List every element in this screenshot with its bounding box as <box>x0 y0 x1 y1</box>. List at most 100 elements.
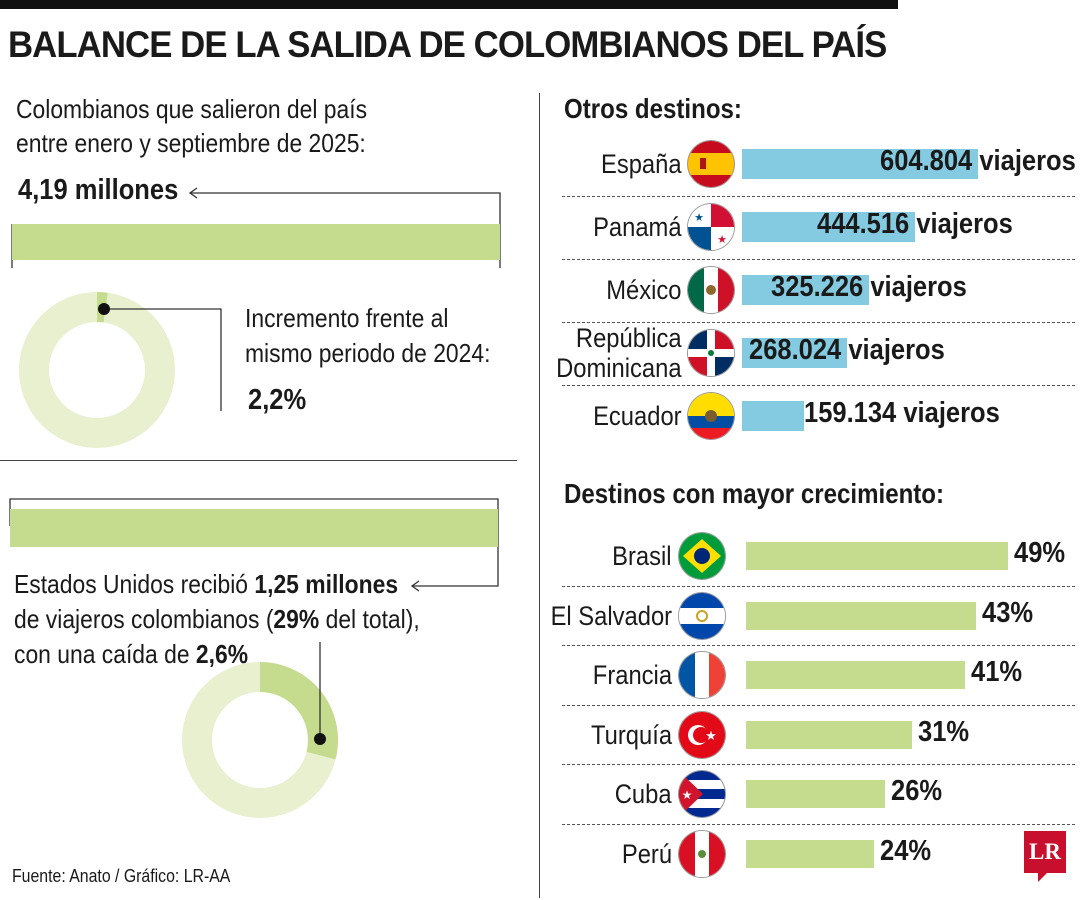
total-caption-line1: Colombianos que salieron del país <box>16 94 368 124</box>
usa-text-2: de viajeros colombianos ( <box>14 604 274 634</box>
bar-peru <box>746 839 875 868</box>
other-destinations-title: Otros destinos: <box>564 93 742 124</box>
increase-leader-dot <box>98 303 110 315</box>
category-label-ecuador: Ecuador <box>593 401 682 431</box>
svg-text:★: ★ <box>682 788 693 802</box>
ecuador-flag-icon <box>688 393 734 439</box>
usa-travelers-value: 1,25 millones <box>254 569 399 599</box>
increase-donut-ring <box>19 292 175 448</box>
value-number: 325.226 <box>770 271 864 303</box>
row-divider <box>562 704 1075 706</box>
value-label-brasil: 49% <box>1014 537 1066 569</box>
section-divider <box>0 460 517 461</box>
category-label-part: República <box>576 323 682 353</box>
row-divider <box>562 764 1075 766</box>
row-divider <box>562 384 1075 386</box>
value-unit: viajeros <box>896 397 1000 429</box>
lr-logo: LR <box>1024 831 1066 873</box>
total-value: 4,19 millones <box>18 174 179 206</box>
turkey-flag-icon: ★ <box>679 711 725 758</box>
dominican-republic-flag-icon <box>688 330 734 376</box>
usa-decline-value: 2,6% <box>195 639 249 669</box>
cuba-flag-icon: ★ <box>679 771 725 817</box>
value-label-cuba: 26% <box>891 775 943 807</box>
increase-donut-chart <box>19 292 222 448</box>
row-divider <box>562 195 1075 197</box>
bar-brasil <box>746 542 1008 570</box>
bar-turquia <box>746 720 912 749</box>
usa-share-value: 29% <box>273 604 320 634</box>
row-divider <box>562 645 1075 647</box>
category-label-republica-dominicana: República Dominicana <box>557 323 682 383</box>
value-label-republica-dominicana: 268.024 viajeros <box>749 334 945 367</box>
row-divider <box>562 585 1075 587</box>
total-arrow-head <box>188 187 198 199</box>
usa-leader-dot <box>314 733 326 745</box>
usa-text-4: con una caída de <box>14 639 196 669</box>
category-label-francia: Francia <box>592 660 672 690</box>
total-bar-chart <box>11 187 501 268</box>
usa-text-3: del total), <box>319 604 420 634</box>
bar-mexico <box>742 275 869 305</box>
increase-caption-line2: mismo periodo de 2024: <box>245 338 491 368</box>
increase-leader-line <box>104 308 222 411</box>
svg-text:★: ★ <box>717 234 727 246</box>
row-divider <box>562 258 1075 260</box>
category-label-panama: Panamá <box>593 212 682 242</box>
bar-espana <box>742 149 978 179</box>
svg-text:★: ★ <box>705 728 717 743</box>
bar-ecuador <box>742 401 805 431</box>
value-label-ecuador: 159.134 viajeros <box>804 397 1000 430</box>
category-label-part: Dominicana <box>556 353 682 383</box>
value-label-el-salvador: 43% <box>981 596 1033 629</box>
usa-donut-segment <box>260 662 338 760</box>
category-label-cuba: Cuba <box>615 779 672 809</box>
svg-text:★: ★ <box>694 212 704 224</box>
usa-arrow-head <box>410 580 420 592</box>
value-unit: viajeros <box>909 208 1014 240</box>
usa-caption-line3: con una caída de 2,6% <box>14 637 248 671</box>
bar-republica-dominicana <box>742 338 847 368</box>
value-label-mexico: 325.226 viajeros <box>771 271 967 304</box>
page-title: BALANCE DE LA SALIDA DE COLOMBIANOS DEL … <box>8 24 887 65</box>
bar-el-salvador <box>746 601 976 630</box>
source-note: Fuente: Anato / Gráfico: LR-AA <box>12 866 231 886</box>
usa-bar <box>10 509 498 547</box>
usa-bar-chart <box>9 498 499 592</box>
bar-cuba <box>746 780 886 808</box>
usa-leader-line <box>9 498 499 587</box>
category-label-brasil: Brasil <box>612 541 672 571</box>
value-number: 444.516 <box>817 208 910 240</box>
value-label-francia: 41% <box>971 656 1023 688</box>
column-divider <box>539 93 540 898</box>
spain-flag-icon <box>688 141 734 187</box>
value-unit: viajeros <box>840 334 945 366</box>
usa-caption-line1: Estados Unidos recibió 1,25 millones <box>14 567 398 601</box>
category-label-peru: Perú <box>621 838 672 869</box>
value-label-espana: 604.804 viajeros <box>880 145 1076 178</box>
value-label-panama: 444.516 viajeros <box>817 208 1013 241</box>
total-bar <box>12 224 500 260</box>
panama-flag-icon: ★ ★ <box>688 204 734 250</box>
top-rule <box>0 0 898 9</box>
peru-flag-icon <box>679 830 725 877</box>
lr-logo-tail <box>1038 873 1056 882</box>
el-salvador-flag-icon <box>679 592 725 639</box>
category-label-turquia: Turquía <box>590 719 672 750</box>
category-label-mexico: México <box>606 275 682 305</box>
bar-francia <box>746 661 966 689</box>
row-divider <box>562 321 1075 323</box>
value-number: 268.024 <box>748 334 841 366</box>
mexico-flag-icon <box>688 267 734 313</box>
value-number: 604.804 <box>880 145 973 177</box>
value-unit: viajeros <box>863 271 967 303</box>
usa-text-1: Estados Unidos recibió <box>14 569 255 599</box>
increase-caption-line1: Incremento frente al <box>245 303 449 333</box>
row-divider <box>562 823 1075 825</box>
usa-donut-chart <box>182 642 338 818</box>
category-label-el-salvador: El Salvador <box>550 600 672 631</box>
value-label-peru: 24% <box>880 834 932 867</box>
value-unit: viajeros <box>972 145 1076 177</box>
growth-destinations-title: Destinos con mayor crecimiento: <box>564 478 945 509</box>
france-flag-icon <box>679 652 725 698</box>
